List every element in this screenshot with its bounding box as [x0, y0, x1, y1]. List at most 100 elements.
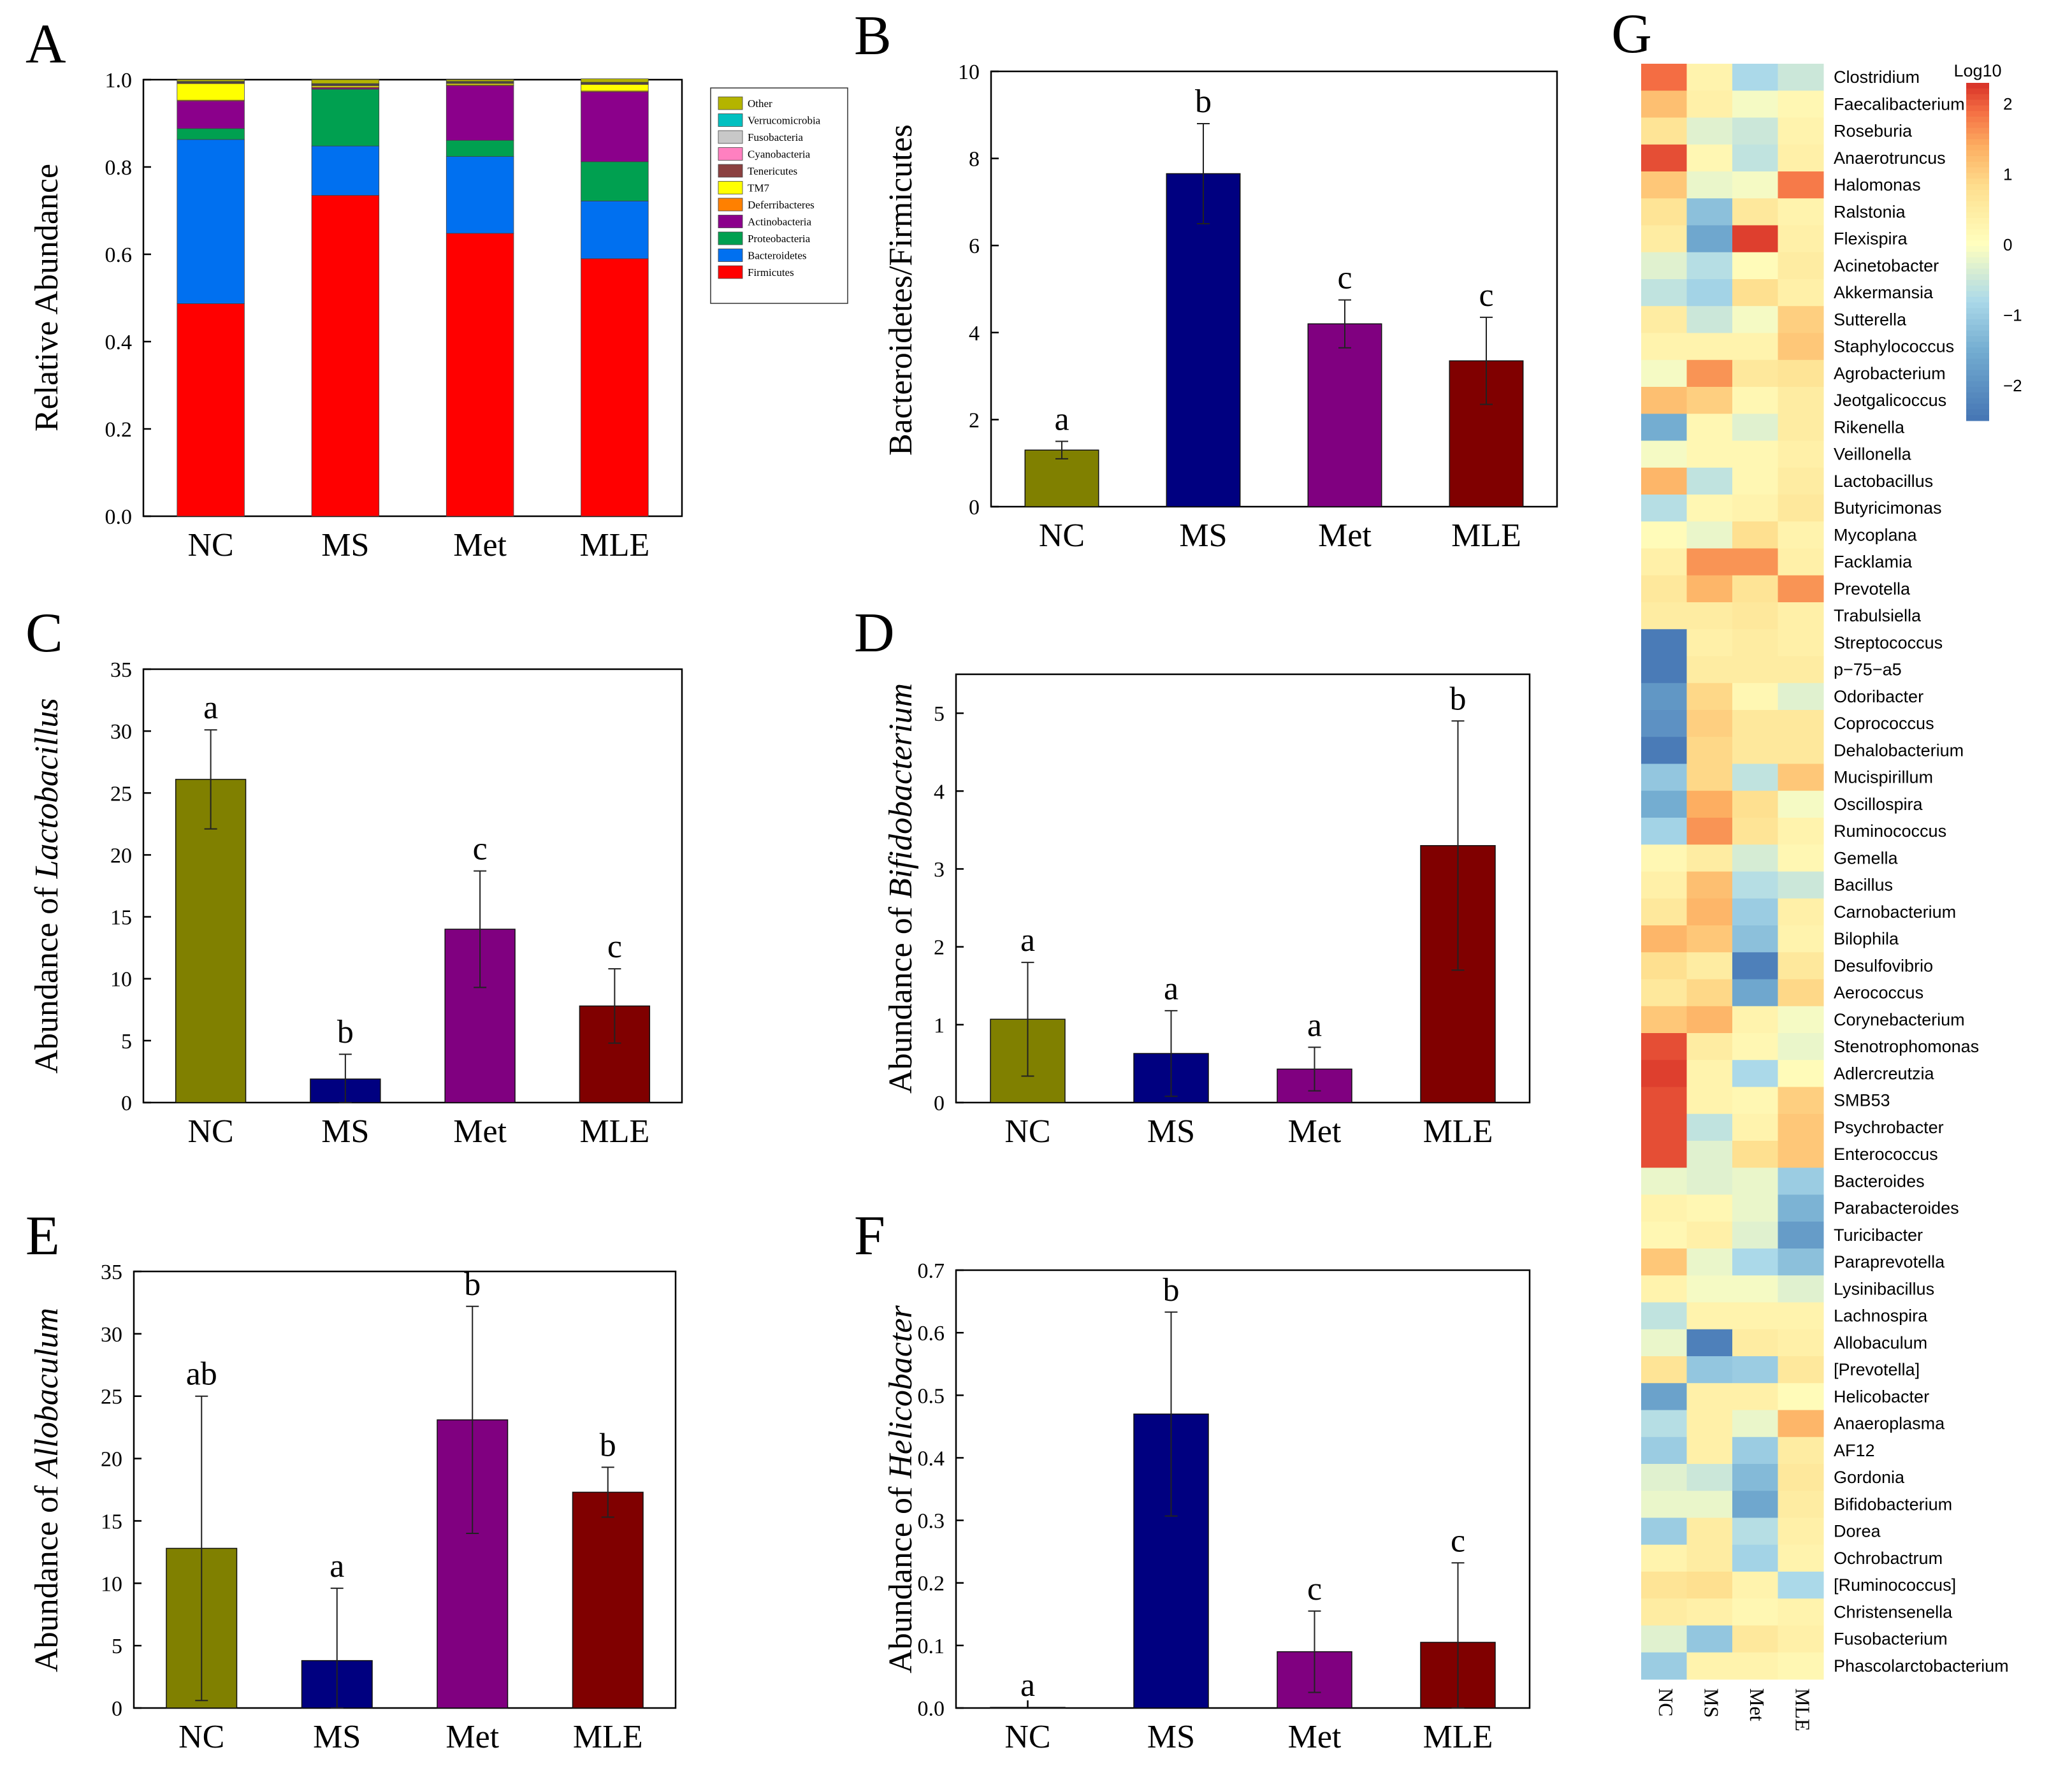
heatmap-cell	[1641, 1060, 1687, 1087]
y-tick-label-A: 1.0	[105, 69, 133, 92]
heatmap-cell	[1778, 548, 1824, 576]
heatmap-cell	[1778, 1141, 1824, 1168]
heatmap-cell	[1778, 1006, 1824, 1034]
y-tick-label-E: 20	[101, 1448, 122, 1472]
heatmap-cell	[1686, 1060, 1733, 1087]
heatmap-cell	[1732, 440, 1778, 468]
heatmap-row-label: Odoribacter	[1834, 687, 1923, 706]
heatmap-cell	[1686, 844, 1733, 872]
heatmap-row-label: Mucispirillum	[1834, 768, 1933, 787]
colorbar-segment	[1966, 319, 1989, 326]
heatmap-row-label: Parabacteroides	[1834, 1199, 1959, 1218]
heatmap-cell	[1641, 1168, 1687, 1195]
x-tick-label-B: MLE	[1451, 517, 1521, 554]
heatmap-cell	[1641, 252, 1687, 280]
heatmap-cell	[1686, 1168, 1733, 1195]
heatmap-cell	[1641, 225, 1687, 253]
heatmap-cell	[1778, 602, 1824, 630]
heatmap-cell	[1686, 1302, 1733, 1330]
heatmap-column-label: Met	[1746, 1688, 1769, 1721]
heatmap-cell	[1778, 1060, 1824, 1087]
heatmap-cell	[1641, 1194, 1687, 1222]
colorbar-segment	[1966, 94, 1989, 101]
heatmap-row-label: Clostridium	[1834, 68, 1920, 87]
heatmap-cell	[1641, 1437, 1687, 1465]
heatmap-cell	[1778, 440, 1824, 468]
colorbar-segment	[1966, 105, 1989, 112]
y-tick-label-F: 0.4	[918, 1447, 945, 1470]
stack-segment-bacteroidetes	[311, 145, 380, 196]
significance-letter: b	[464, 1266, 481, 1303]
stack-segment-other	[446, 79, 514, 82]
y-axis-label-text: Abundance of	[29, 879, 65, 1074]
y-tick-label-B: 4	[969, 322, 980, 345]
y-tick-label-B: 10	[958, 61, 980, 84]
heatmap-row-label: Agrobacterium	[1834, 364, 1946, 383]
heatmap-row-label: Allobaculum	[1834, 1333, 1927, 1352]
colorbar-segment	[1966, 387, 1989, 393]
heatmap-row-label: Streptococcus	[1834, 633, 1943, 652]
heatmap-cell	[1641, 198, 1687, 226]
heatmap-cell	[1641, 117, 1687, 145]
heatmap-cell	[1778, 871, 1824, 899]
significance-letter: b	[1450, 681, 1467, 717]
heatmap-cell	[1778, 844, 1824, 872]
heatmap-cell	[1641, 495, 1687, 522]
colorbar-segment	[1966, 381, 1989, 387]
legend-swatch-firmicutes	[718, 265, 743, 279]
heatmap-cell	[1732, 1221, 1778, 1249]
heatmap-row-label: Phascolarctobacterium	[1834, 1656, 2009, 1676]
heatmap-cell	[1778, 414, 1824, 441]
heatmap-cell	[1686, 602, 1733, 630]
heatmap-cell	[1732, 925, 1778, 953]
stack-segment-proteobacteria	[446, 140, 514, 157]
heatmap-cell	[1778, 90, 1824, 118]
stack-segment-other	[177, 79, 245, 82]
x-tick-label-A: MS	[321, 527, 369, 563]
heatmap-cell	[1641, 818, 1687, 845]
heatmap-cell	[1686, 306, 1733, 333]
heatmap-cell	[1778, 1491, 1824, 1518]
colorbar-segment	[1966, 358, 1989, 365]
y-tick-label-A: 0.6	[105, 243, 133, 267]
y-tick-label-F: 0.0	[918, 1697, 945, 1721]
legend-swatch-actinobacteria	[718, 215, 743, 228]
y-tick-label-E: 25	[101, 1386, 122, 1409]
heatmap-cell	[1778, 1168, 1824, 1195]
heatmap-cell	[1641, 1464, 1687, 1491]
colorbar-segment	[1966, 117, 1989, 123]
heatmap-cell	[1778, 1302, 1824, 1330]
heatmap-row-label: Carnobacterium	[1834, 902, 1956, 922]
panel-label-D: D	[854, 602, 895, 664]
bar-nc	[175, 779, 247, 1103]
stack-segment-other	[581, 78, 649, 83]
colorbar-segment	[1966, 415, 1989, 421]
heatmap-row-label: Stenotrophomonas	[1834, 1037, 1979, 1056]
heatmap-cell	[1641, 359, 1687, 387]
heatmap-cell	[1778, 1652, 1824, 1680]
heatmap-cell	[1732, 467, 1778, 495]
y-axis-label-taxon: Allobaculum	[29, 1308, 65, 1479]
heatmap-cell	[1778, 1194, 1824, 1222]
heatmap-cell	[1686, 1464, 1733, 1491]
heatmap-row-label: Desulfovibrio	[1834, 956, 1933, 975]
x-tick-label-D: Met	[1288, 1113, 1342, 1150]
heatmap-cell	[1778, 1464, 1824, 1491]
heatmap-cell	[1686, 925, 1733, 953]
heatmap-cell	[1732, 414, 1778, 441]
heatmap-cell	[1778, 656, 1824, 684]
colorbar-segment	[1966, 189, 1989, 196]
heatmap-row-label: Aerococcus	[1834, 983, 1923, 1002]
colorbar-segment	[1966, 274, 1989, 280]
heatmap-cell	[1778, 1410, 1824, 1438]
stack-segment-actinobacteria	[446, 85, 514, 141]
heatmap-cell	[1778, 1329, 1824, 1357]
colorbar-tick-label: −1	[2003, 305, 2022, 324]
plot-frame-A	[142, 78, 683, 517]
heatmap-cell	[1686, 359, 1733, 387]
heatmap-cell	[1686, 440, 1733, 468]
heatmap-cell	[1732, 1625, 1778, 1653]
heatmap-cell	[1778, 818, 1824, 845]
x-tick-label-F: Met	[1288, 1719, 1342, 1755]
x-tick-label-F: NC	[1004, 1719, 1050, 1755]
